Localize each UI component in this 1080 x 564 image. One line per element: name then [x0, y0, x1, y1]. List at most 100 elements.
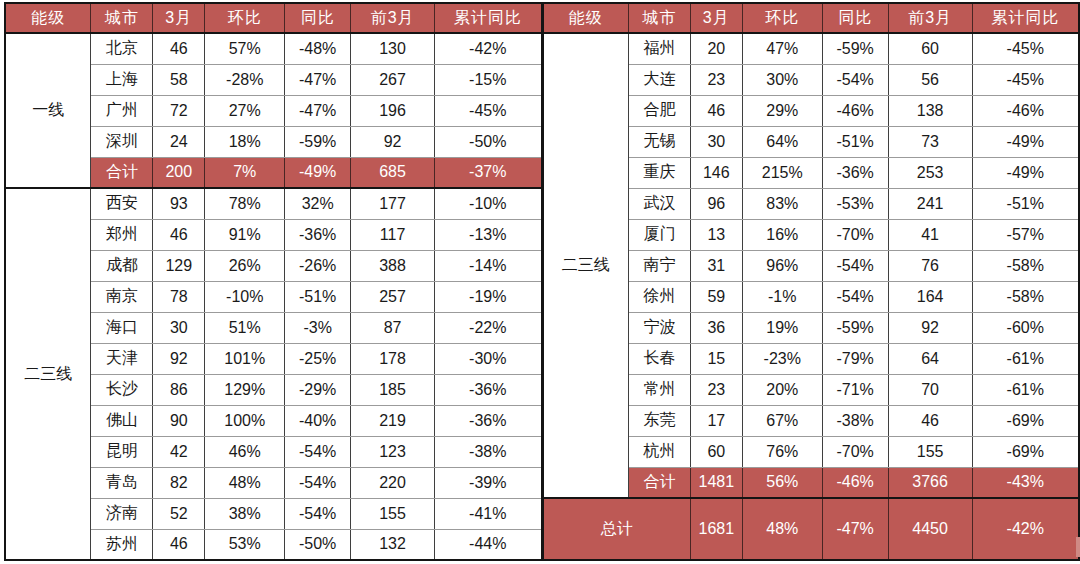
value-cell: 83% [742, 188, 822, 219]
value-cell: -60% [972, 312, 1079, 343]
value-cell: 73 [888, 126, 972, 157]
value-cell: 91% [205, 219, 285, 250]
left-table-body: 能级城市3月环比同比前3月累计同比一线北京4657%-48%130-42%上海5… [5, 3, 542, 560]
value-cell: 185 [351, 374, 435, 405]
value-cell: -3% [285, 312, 351, 343]
value-cell: 219 [351, 405, 435, 436]
value-cell: 101% [205, 343, 285, 374]
city-cell: 昆明 [91, 436, 153, 467]
value-cell: 23 [690, 374, 742, 405]
subtotal-value-cell: -49% [285, 157, 351, 188]
value-cell: 220 [351, 467, 435, 498]
value-cell: 241 [888, 188, 972, 219]
value-cell: 100% [205, 405, 285, 436]
city-cell: 广州 [91, 95, 153, 126]
city-cell: 青岛 [91, 467, 153, 498]
value-cell: 132 [351, 529, 435, 560]
value-cell: 96% [742, 250, 822, 281]
value-cell: 17 [690, 405, 742, 436]
grand-total-value-cell: -42% [972, 498, 1079, 560]
grand-total-row: 总计168148%-47%4450-42% [543, 498, 1080, 560]
city-cell: 大连 [628, 64, 690, 95]
table-figure: 能级城市3月环比同比前3月累计同比一线北京4657%-48%130-42%上海 5… [0, 0, 1080, 564]
city-cell: 西安 [91, 188, 153, 219]
header-row: 能级城市3月环比同比前3月累计同比 [543, 3, 1080, 33]
value-cell: 52 [153, 498, 205, 529]
value-cell: -1% [742, 281, 822, 312]
value-cell: 42 [153, 436, 205, 467]
value-cell: 13 [690, 219, 742, 250]
value-cell: -41% [435, 498, 542, 529]
city-cell: 上海 [91, 64, 153, 95]
value-cell: -36% [435, 405, 542, 436]
subtotal-value-cell: -46% [822, 467, 888, 498]
grand-total-label-cell: 总计 [543, 498, 691, 560]
value-cell: -69% [972, 436, 1079, 467]
value-cell: 129% [205, 374, 285, 405]
value-cell: -51% [972, 188, 1079, 219]
value-cell: 130 [351, 33, 435, 64]
value-cell: 177 [351, 188, 435, 219]
value-cell: 267 [351, 64, 435, 95]
city-cell: 南京 [91, 281, 153, 312]
tier-cell: 一线 [5, 33, 91, 188]
value-cell: -69% [972, 405, 1079, 436]
value-cell: -10% [205, 281, 285, 312]
value-cell: -51% [285, 281, 351, 312]
value-cell: 215% [742, 157, 822, 188]
value-cell: -70% [822, 219, 888, 250]
value-cell: 15 [690, 343, 742, 374]
subtotal-value-cell: 685 [351, 157, 435, 188]
value-cell: -25% [285, 343, 351, 374]
value-cell: 257 [351, 281, 435, 312]
value-cell: -50% [285, 529, 351, 560]
value-cell: -50% [435, 126, 542, 157]
value-cell: -47% [285, 95, 351, 126]
value-cell: 196 [351, 95, 435, 126]
value-cell: -38% [435, 436, 542, 467]
city-row: 二三线西安9378%32%177-10% [5, 188, 542, 219]
value-cell: -46% [972, 95, 1079, 126]
value-cell: 31 [690, 250, 742, 281]
city-row: 一线北京4657%-48%130-42% [5, 33, 542, 64]
value-cell: -61% [972, 343, 1079, 374]
value-cell: 78 [153, 281, 205, 312]
value-cell: 76% [742, 436, 822, 467]
value-cell: -30% [435, 343, 542, 374]
value-cell: 64 [888, 343, 972, 374]
value-cell: 46% [205, 436, 285, 467]
value-cell: -51% [822, 126, 888, 157]
value-cell: -59% [285, 126, 351, 157]
value-cell: 86 [153, 374, 205, 405]
value-cell: 56 [888, 64, 972, 95]
value-cell: 164 [888, 281, 972, 312]
value-cell: -58% [972, 250, 1079, 281]
city-cell: 无锡 [628, 126, 690, 157]
tier-cell: 二三线 [543, 33, 629, 498]
value-cell: -54% [285, 467, 351, 498]
city-cell: 深圳 [91, 126, 153, 157]
column-header-6: 累计同比 [435, 3, 542, 33]
value-cell: -45% [435, 95, 542, 126]
value-cell: 60 [888, 33, 972, 64]
value-cell: 20% [742, 374, 822, 405]
city-cell: 徐州 [628, 281, 690, 312]
value-cell: 19% [742, 312, 822, 343]
city-cell: 苏州 [91, 529, 153, 560]
value-cell: -54% [285, 498, 351, 529]
value-cell: 46 [153, 33, 205, 64]
subtotal-value-cell: 200 [153, 157, 205, 188]
value-cell: -58% [972, 281, 1079, 312]
value-cell: 41 [888, 219, 972, 250]
subtotal-value-cell: 56% [742, 467, 822, 498]
city-row: 二三线福州2047%-59%60-45% [543, 33, 1080, 64]
city-cell: 长春 [628, 343, 690, 374]
value-cell: -29% [285, 374, 351, 405]
value-cell: -49% [972, 126, 1079, 157]
value-cell: 36 [690, 312, 742, 343]
column-header-3: 环比 [742, 3, 822, 33]
city-cell: 济南 [91, 498, 153, 529]
value-cell: -39% [435, 467, 542, 498]
value-cell: 46 [153, 529, 205, 560]
value-cell: 155 [888, 436, 972, 467]
